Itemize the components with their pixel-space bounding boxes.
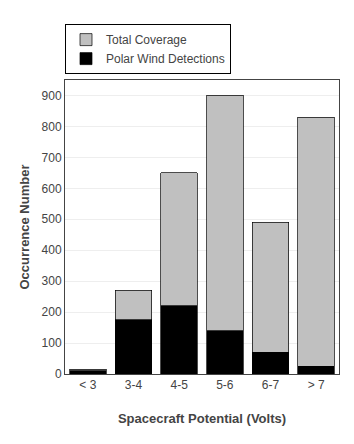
svg-text:3-4: 3-4 xyxy=(125,378,143,392)
svg-text:Occurrence Number: Occurrence Number xyxy=(17,165,32,290)
svg-text:700: 700 xyxy=(42,151,62,165)
svg-text:> 7: > 7 xyxy=(308,378,325,392)
svg-text:Polar Wind Detections: Polar Wind Detections xyxy=(106,52,225,66)
svg-text:Total Coverage: Total Coverage xyxy=(106,33,187,47)
svg-text:6-7: 6-7 xyxy=(262,378,280,392)
svg-text:100: 100 xyxy=(42,336,62,350)
svg-text:< 3: < 3 xyxy=(79,378,96,392)
svg-text:600: 600 xyxy=(42,182,62,196)
svg-text:0: 0 xyxy=(55,367,62,381)
svg-text:4-5: 4-5 xyxy=(170,378,188,392)
svg-text:300: 300 xyxy=(42,274,62,288)
svg-text:900: 900 xyxy=(42,89,62,103)
svg-text:400: 400 xyxy=(42,243,62,257)
svg-text:500: 500 xyxy=(42,212,62,226)
svg-text:200: 200 xyxy=(42,305,62,319)
svg-text:Spacecraft Potential (Volts): Spacecraft Potential (Volts) xyxy=(118,411,286,426)
svg-text:800: 800 xyxy=(42,120,62,134)
svg-text:5-6: 5-6 xyxy=(216,378,234,392)
